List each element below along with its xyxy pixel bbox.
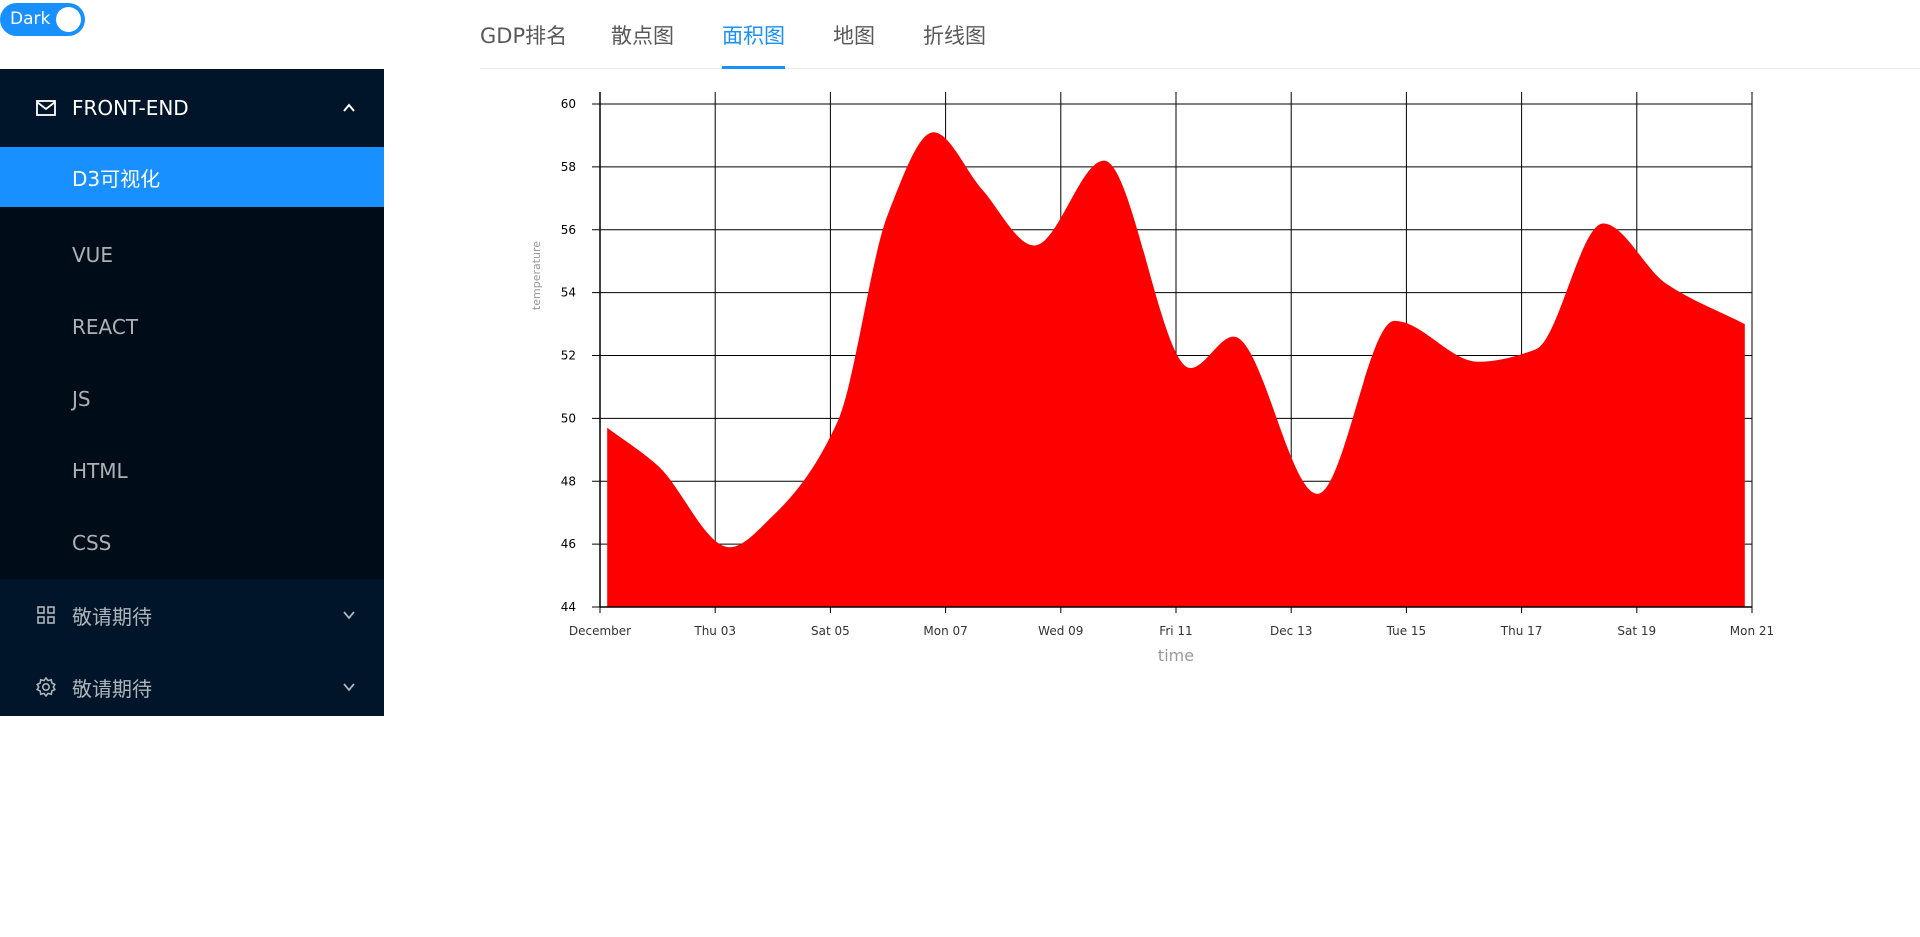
- submenu-label: 敬请期待: [72, 676, 152, 701]
- y-tick-label: 48: [561, 474, 576, 488]
- x-tick-label: Tue 15: [1386, 624, 1427, 638]
- menu-item-html[interactable]: HTML: [0, 435, 384, 507]
- tab-line-chart[interactable]: 折线图: [923, 24, 986, 48]
- switch-knob: [56, 7, 81, 32]
- x-tick-label: Mon 21: [1730, 624, 1774, 638]
- y-tick-label: 60: [561, 97, 576, 111]
- temperature-area: [607, 132, 1745, 607]
- x-tick-label: Sat 05: [811, 624, 850, 638]
- submenu-coming-soon-1[interactable]: 敬请期待: [0, 579, 384, 651]
- menu-item-css[interactable]: CSS: [0, 507, 384, 579]
- tab-map[interactable]: 地图: [833, 24, 875, 48]
- menu-item-label: VUE: [72, 243, 113, 267]
- menu-item-label: REACT: [72, 315, 139, 339]
- menu-item-label: D3可视化: [72, 166, 161, 191]
- submenu-coming-soon-2[interactable]: 敬请期待: [0, 651, 384, 723]
- tab-area-chart[interactable]: 面积图: [722, 24, 785, 48]
- chart-tabs: GDP排名 散点图 面积图 地图 折线图: [480, 0, 1920, 69]
- menu-item-label: JS: [72, 387, 91, 411]
- y-tick-label: 46: [561, 537, 576, 551]
- mail-icon: [34, 96, 58, 120]
- theme-switch-label: Dark: [10, 9, 51, 29]
- submenu-label: 敬请期待: [72, 604, 152, 629]
- y-tick-label: 58: [561, 160, 576, 174]
- chevron-down-icon: [342, 608, 356, 622]
- sidebar-menu: FRONT-END D3可视化 VUE REACT JS HTML CSS 敬请…: [0, 69, 384, 716]
- menu-item-label: CSS: [72, 531, 112, 555]
- chart-labels: 44 46 48 50 52 54 56 58 60 December Thu 03 Sat 05 Mo…: [530, 97, 1774, 665]
- submenu-front-end[interactable]: FRONT-END: [0, 69, 384, 147]
- chart-axes: [599, 92, 1752, 608]
- dark-theme-switch[interactable]: Dark: [0, 3, 85, 36]
- y-tick-label: 50: [561, 411, 576, 425]
- submenu-label: FRONT-END: [72, 96, 189, 120]
- x-tick-label: Fri 11: [1159, 624, 1192, 638]
- x-tick-label: Sat 19: [1617, 624, 1656, 638]
- menu-item-vue[interactable]: VUE: [0, 219, 384, 291]
- y-tick-label: 52: [561, 349, 576, 363]
- y-axis-title: temperature: [530, 241, 543, 310]
- active-tab-ink-bar: [722, 66, 785, 69]
- front-end-submenu: D3可视化 VUE REACT JS HTML CSS: [0, 147, 384, 579]
- area-chart: 44 46 48 50 52 54 56 58 60 December Thu 03 Sat 05 Mo…: [530, 92, 1774, 665]
- menu-item-label: HTML: [72, 459, 128, 483]
- tab-scatter-chart[interactable]: 散点图: [611, 24, 674, 48]
- appstore-icon: [34, 603, 58, 627]
- x-tick-label: Thu 03: [693, 624, 736, 638]
- chevron-down-icon: [342, 680, 356, 694]
- y-tick-label: 44: [561, 600, 576, 614]
- menu-item-js[interactable]: JS: [0, 363, 384, 435]
- x-tick-label: Mon 07: [923, 624, 967, 638]
- y-tick-label: 54: [561, 286, 576, 300]
- chevron-up-icon: [342, 101, 356, 115]
- x-axis-title: time: [1158, 646, 1194, 665]
- x-tick-label: Wed 09: [1038, 624, 1083, 638]
- menu-item-react[interactable]: REACT: [0, 291, 384, 363]
- menu-item-d3[interactable]: D3可视化: [0, 147, 384, 207]
- x-tick-label: December: [569, 624, 631, 638]
- tab-gdp-ranking[interactable]: GDP排名: [480, 24, 568, 48]
- setting-icon: [34, 675, 58, 699]
- y-tick-label: 56: [561, 223, 576, 237]
- x-tick-label: Thu 17: [1500, 624, 1543, 638]
- x-tick-label: Dec 13: [1270, 624, 1312, 638]
